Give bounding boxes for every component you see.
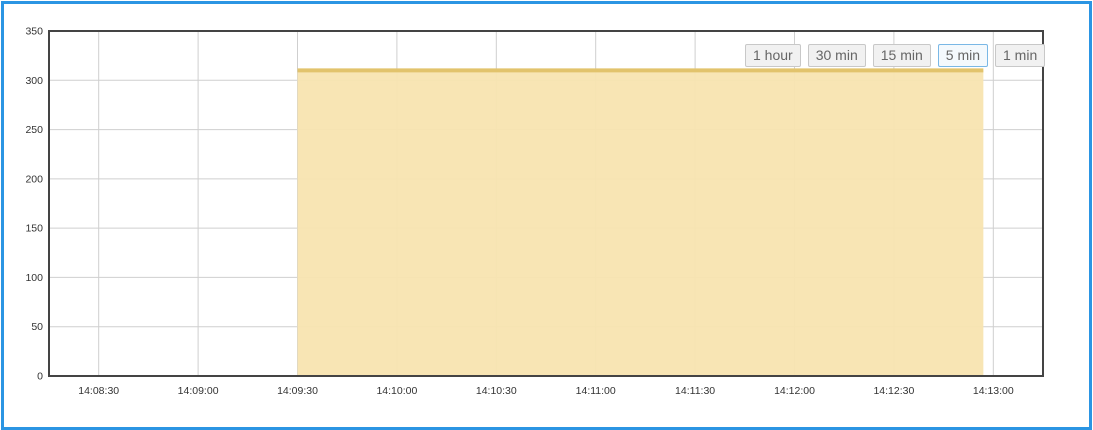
y-tick-label: 250 bbox=[25, 124, 43, 136]
x-tick-label: 14:12:30 bbox=[873, 385, 914, 397]
y-tick-label: 50 bbox=[31, 321, 43, 333]
x-tick: 14:10:00 bbox=[376, 385, 417, 397]
range-button-1-hour[interactable]: 1 hour bbox=[745, 44, 801, 67]
y-tick: 50 bbox=[31, 321, 43, 333]
x-tick-label: 14:08:30 bbox=[78, 385, 119, 397]
area-fill bbox=[297, 70, 984, 376]
y-tick: 350 bbox=[25, 26, 43, 38]
y-tick-label: 100 bbox=[25, 272, 43, 284]
x-axis: 14:08:30 14:09:00 14:09:30 14:10:00 14:10:30… bbox=[78, 385, 1014, 397]
x-tick-label: 14:09:00 bbox=[178, 385, 219, 397]
x-tick-label: 14:12:00 bbox=[774, 385, 815, 397]
y-tick: 100 bbox=[25, 272, 43, 284]
x-tick-label: 14:10:30 bbox=[476, 385, 517, 397]
y-tick: 150 bbox=[25, 223, 43, 235]
x-tick: 14:09:30 bbox=[277, 385, 318, 397]
x-tick: 14:11:00 bbox=[576, 385, 616, 397]
y-tick: 0 bbox=[37, 371, 43, 383]
y-tick-label: 350 bbox=[25, 26, 43, 38]
x-tick: 14:09:00 bbox=[178, 385, 219, 397]
x-tick-label: 14:09:30 bbox=[277, 385, 318, 397]
y-tick: 250 bbox=[25, 124, 43, 136]
y-tick: 200 bbox=[25, 173, 43, 185]
y-tick-label: 200 bbox=[25, 173, 43, 185]
range-button-30-min[interactable]: 30 min bbox=[807, 44, 866, 67]
x-tick: 14:12:30 bbox=[873, 385, 914, 397]
time-range-selector: 1 hour 30 min 15 min 5 min 1 min bbox=[745, 44, 1052, 67]
x-tick: 14:11:30 bbox=[675, 385, 715, 397]
x-tick: 14:12:00 bbox=[774, 385, 815, 397]
x-tick-label: 14:11:00 bbox=[576, 385, 616, 397]
chart-series bbox=[297, 68, 984, 376]
y-tick-label: 150 bbox=[25, 223, 43, 235]
x-tick: 14:10:30 bbox=[476, 385, 517, 397]
x-tick-label: 14:11:30 bbox=[675, 385, 715, 397]
x-tick: 14:13:00 bbox=[973, 385, 1014, 397]
y-tick-label: 0 bbox=[37, 371, 43, 383]
plot-border bbox=[48, 30, 1044, 377]
x-tick-label: 14:13:00 bbox=[973, 385, 1014, 397]
y-tick-label: 300 bbox=[25, 75, 43, 87]
range-button-1-min[interactable]: 1 min bbox=[995, 44, 1046, 67]
range-button-5-min[interactable]: 5 min bbox=[937, 44, 988, 67]
range-button-15-min[interactable]: 15 min bbox=[872, 44, 931, 67]
x-tick: 14:08:30 bbox=[78, 385, 119, 397]
x-tick-label: 14:10:00 bbox=[376, 385, 417, 397]
y-tick: 300 bbox=[25, 75, 43, 87]
y-axis: 0 50 100 150 200 250 300 350 bbox=[25, 26, 43, 383]
